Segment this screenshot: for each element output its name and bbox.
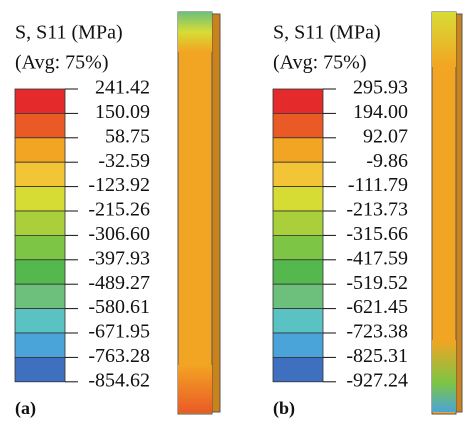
legend-label: -123.92	[88, 174, 150, 196]
legend-label: -671.95	[88, 321, 150, 343]
color-cell	[273, 113, 323, 137]
color-cell	[15, 333, 65, 357]
color-cell	[15, 162, 65, 186]
legend-label: -9.86	[366, 150, 408, 172]
color-cell	[15, 89, 65, 113]
color-cell	[273, 138, 323, 162]
caption: (a)	[15, 398, 36, 419]
color-cell	[273, 187, 323, 211]
color-cell	[273, 211, 323, 235]
legend-label: -621.45	[346, 296, 408, 318]
color-cell	[15, 211, 65, 235]
legend-label: -580.61	[88, 296, 150, 318]
legend-title: S, S11 (MPa)	[273, 22, 381, 44]
legend-subtitle: (Avg: 75%)	[273, 52, 367, 74]
color-cell	[273, 89, 323, 113]
color-cell	[273, 260, 323, 284]
legend-label: -111.79	[348, 174, 408, 196]
legend-subtitle: (Avg: 75%)	[15, 52, 109, 74]
legend-label: -32.59	[98, 150, 150, 172]
color-cell	[15, 260, 65, 284]
legend-label: -763.28	[88, 345, 150, 367]
legend-label: 194.00	[353, 101, 408, 123]
legend-label: 58.75	[105, 125, 150, 147]
legend-label: -927.24	[346, 369, 408, 391]
color-cell	[15, 284, 65, 308]
legend-label: -315.66	[346, 223, 408, 245]
color-cell	[273, 309, 323, 333]
legend-label: -854.62	[88, 369, 150, 391]
legend-label: 150.09	[95, 101, 150, 123]
legend-label: 92.07	[363, 125, 408, 147]
legend-label: -723.38	[346, 321, 408, 343]
color-cell	[15, 357, 65, 381]
color-cell	[15, 138, 65, 162]
legend-label: -397.93	[88, 247, 150, 269]
legend-label: -519.52	[346, 272, 408, 294]
legend-label: 295.93	[353, 77, 408, 99]
color-cell	[15, 187, 65, 211]
column-a	[178, 12, 220, 414]
legend-label: -213.73	[346, 199, 408, 221]
legend-label: -306.60	[88, 223, 150, 245]
legend-title: S, S11 (MPa)	[15, 22, 123, 44]
color-cell	[273, 284, 323, 308]
color-cell	[15, 235, 65, 259]
column-b	[432, 12, 462, 414]
color-cell	[273, 235, 323, 259]
color-cell	[273, 333, 323, 357]
legend-label: -417.59	[346, 247, 408, 269]
legend-label: 241.42	[95, 77, 150, 99]
caption: (b)	[273, 398, 295, 419]
color-cell	[273, 162, 323, 186]
color-cell	[15, 309, 65, 333]
color-cell	[273, 357, 323, 381]
color-cell	[15, 113, 65, 137]
legend-label: -215.26	[88, 199, 150, 221]
figure: S, S11 (MPa) (Avg: 75%) 241.42150.0958.75 -…	[0, 0, 466, 425]
legend-label: -825.31	[346, 345, 408, 367]
legend-label: -489.27	[88, 272, 150, 294]
